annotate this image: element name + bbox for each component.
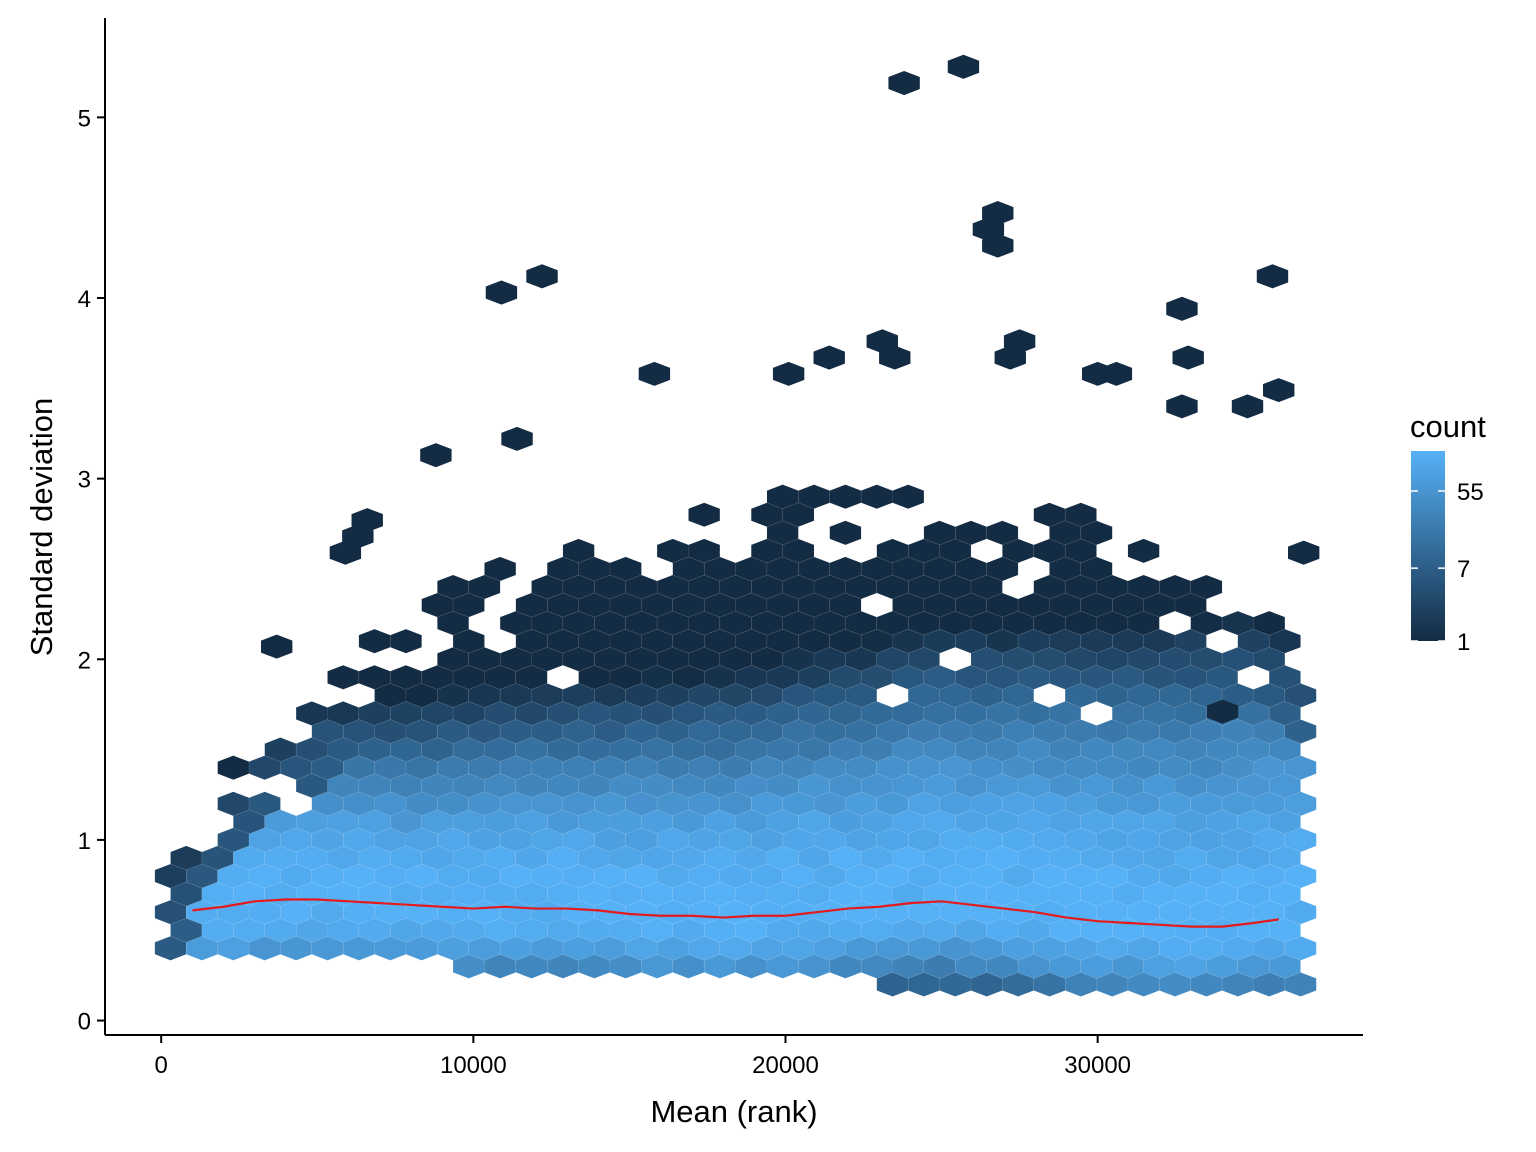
hex-bin-outlier	[501, 426, 533, 451]
hex-bin	[829, 484, 862, 510]
hex-bin	[688, 538, 721, 564]
hex-bin	[248, 791, 281, 817]
y-tick-label: 3	[78, 467, 91, 494]
hex-bin-outlier	[813, 345, 845, 370]
legend-tick-label: 7	[1457, 556, 1470, 583]
smooth-trend-line	[192, 898, 1279, 928]
hex-bin	[1127, 538, 1160, 564]
hex-bin-outlier	[329, 540, 362, 565]
hex-bin	[327, 665, 360, 690]
hex-bin-outlier	[526, 264, 558, 289]
hex-bin	[860, 484, 893, 510]
x-ticks: 0 10000 20000 30000	[155, 1035, 1131, 1079]
y-tick-label: 0	[78, 1009, 91, 1036]
y-tick-label: 4	[78, 286, 91, 313]
hex-bin-outlier	[1100, 361, 1133, 386]
hex-bin-outlier	[879, 345, 911, 370]
hex-bin-outlier	[1166, 394, 1198, 419]
hex-bin-outlier	[1263, 378, 1295, 403]
hex-bin-outlier	[1231, 394, 1264, 419]
hex-bin-outlier	[888, 70, 920, 96]
hex-bin	[217, 755, 250, 780]
hex-bin-outlier	[1172, 345, 1204, 370]
hex-bin	[390, 628, 422, 654]
legend-tick-label: 55	[1457, 479, 1484, 506]
hex-bin-outlier	[260, 634, 293, 659]
outlier-layer	[260, 54, 1320, 724]
legend-colorbar	[1411, 451, 1445, 641]
hex-bin-outlier	[772, 361, 805, 386]
x-tick-label: 20000	[752, 1052, 819, 1079]
hex-bin-outlier	[1288, 540, 1320, 565]
hex-bin	[484, 556, 517, 582]
y-tick-label: 2	[78, 647, 91, 674]
hex-bin	[1064, 502, 1097, 528]
hex-bin-outlier	[485, 280, 518, 305]
hex-bin	[1253, 610, 1286, 636]
hex-bin	[1190, 574, 1223, 600]
hex-bin	[609, 556, 642, 582]
legend-tick-label: 1	[1457, 629, 1470, 656]
y-tick-label: 1	[78, 828, 91, 855]
smooth-line-layer	[192, 898, 1279, 928]
x-axis-title: Mean (rank)	[650, 1094, 817, 1129]
hex-bin	[892, 484, 925, 510]
hex-bin-outlier	[1206, 699, 1239, 724]
y-ticks: 0 1 2 3 4 5	[78, 105, 105, 1036]
hex-layer	[154, 484, 1317, 997]
hex-bin-outlier	[994, 345, 1026, 370]
x-tick-label: 30000	[1064, 1052, 1131, 1079]
y-axis-title: Standard deviation	[24, 398, 59, 657]
x-tick-label: 10000	[440, 1052, 507, 1079]
hex-bin-outlier	[1166, 296, 1198, 321]
x-tick-label: 0	[155, 1052, 168, 1079]
y-tick-label: 5	[78, 105, 91, 132]
axes: 0 10000 20000 30000 0 1 2 3 4 5	[78, 18, 1363, 1079]
hex-bin	[986, 520, 1019, 546]
hex-bin	[829, 520, 862, 546]
hex-bin-outlier	[1256, 264, 1289, 289]
hex-bin-outlier	[638, 361, 671, 386]
legend-title: count	[1410, 409, 1486, 444]
hex-bin-outlier	[982, 233, 1014, 258]
hex-bin	[688, 502, 721, 528]
hex-bin-outlier	[420, 443, 452, 468]
hex-bin	[358, 628, 391, 654]
hex-bin	[562, 538, 595, 564]
hex-bin-outlier	[947, 54, 980, 79]
